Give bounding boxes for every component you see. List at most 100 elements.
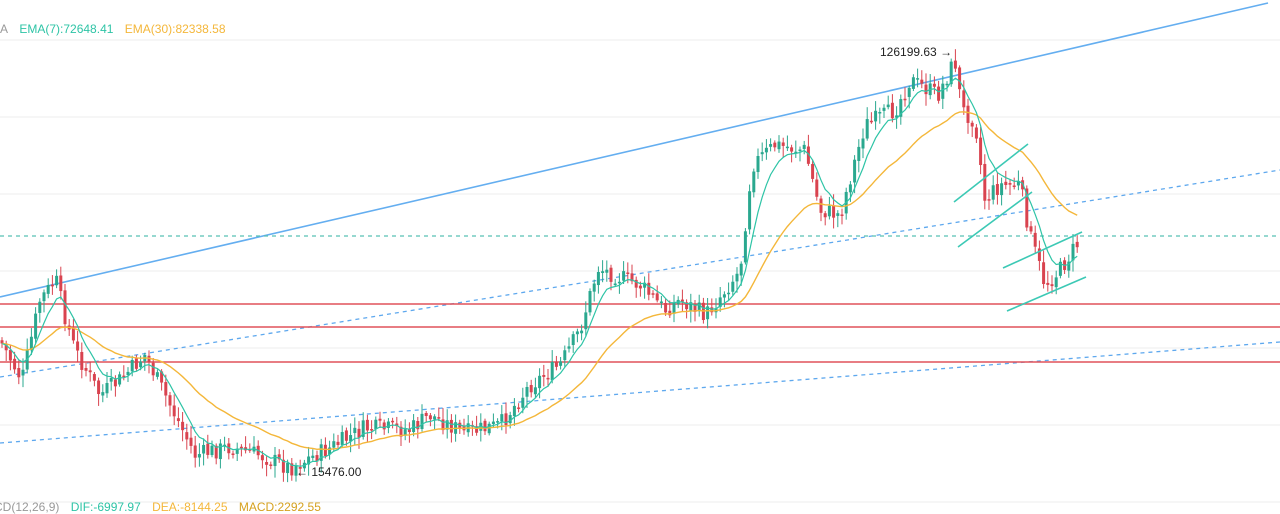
candle-body [991, 185, 995, 200]
candle-body [84, 368, 88, 371]
candle-body [563, 350, 567, 361]
candle-body [273, 454, 277, 467]
candle-body [336, 441, 340, 445]
candle-body [391, 420, 395, 423]
candle-body [878, 111, 882, 114]
candle-body [193, 445, 197, 458]
candle-body [294, 466, 298, 476]
candle-body [895, 115, 899, 118]
ema-lines [1, 77, 1078, 467]
candle-body [311, 455, 315, 458]
candle-body [886, 104, 890, 108]
dif-label: DIF:-6997.97 [70, 500, 141, 514]
candle-body [764, 147, 768, 153]
lower-dashed-trendline [0, 341, 1280, 444]
candle-body [861, 138, 865, 149]
candle-body [101, 392, 105, 396]
candle-body [319, 444, 323, 461]
candle-body [109, 378, 113, 382]
candle-body [727, 292, 731, 295]
candle-body [126, 371, 130, 376]
candle-body [239, 446, 243, 449]
candle-body [974, 127, 978, 139]
candle-body [840, 214, 844, 216]
candle-body [874, 110, 878, 122]
candle-body [139, 361, 143, 368]
candle-body [659, 301, 663, 303]
candle-body [71, 328, 75, 341]
candle-body [680, 299, 684, 302]
candle-body [332, 441, 336, 448]
candle-body [176, 418, 180, 422]
candle-body [416, 421, 420, 430]
candle-body [802, 144, 806, 149]
candle-body [815, 179, 819, 197]
candle-body [134, 358, 138, 369]
candle-body [781, 142, 785, 146]
candle-body [374, 419, 378, 429]
candle-body [1058, 261, 1062, 276]
candle-body [823, 213, 827, 218]
candle-body [433, 416, 437, 420]
candle-body [848, 184, 852, 193]
high-price-label: 126199.63 → [880, 45, 952, 59]
candle-body [819, 198, 823, 213]
candle-body [1000, 183, 1004, 196]
candle-body [760, 152, 764, 155]
macd-legend: CD(12,26,9) DIF:-6997.97 DEA:-8144.25 MA… [0, 500, 329, 514]
candle-body [777, 141, 781, 150]
candle-body [420, 413, 424, 430]
candle-body [970, 122, 974, 127]
candle-body [0, 340, 4, 344]
candle-body [189, 437, 193, 446]
candle-body [958, 67, 962, 90]
candle-body [1071, 243, 1075, 261]
candle-body [1029, 226, 1033, 232]
candle-body [298, 466, 302, 469]
candle-body [630, 273, 634, 282]
candle-body [882, 107, 886, 111]
candle-body [8, 349, 12, 361]
candle-body [210, 445, 214, 456]
candle-body [609, 267, 613, 282]
macd-label: MACD:2292.55 [238, 500, 321, 514]
candle-body [4, 343, 8, 351]
candle-body [995, 184, 999, 195]
candle-body [966, 105, 970, 123]
candle-body [307, 456, 311, 465]
candle-body [370, 429, 374, 431]
candle-body [290, 463, 294, 476]
candle-body [953, 60, 957, 69]
candle-body [63, 290, 67, 325]
ema7-line [1, 77, 1078, 467]
candle-body [827, 205, 831, 217]
candle-body [836, 213, 840, 216]
candle-body [424, 412, 428, 417]
candle-body [722, 294, 726, 298]
candle-body [357, 428, 361, 438]
candle-body [17, 368, 21, 378]
candle-body [147, 355, 151, 363]
candle-body [181, 421, 185, 431]
candle-body [651, 293, 655, 295]
candle-body [340, 432, 344, 445]
candle-body [525, 386, 529, 397]
candle-body [1033, 232, 1037, 247]
candle-body [323, 444, 327, 456]
candle-body [941, 83, 945, 99]
candle-body [155, 372, 159, 377]
candle-body [932, 83, 936, 87]
candle-body [265, 462, 269, 465]
candle-body [80, 351, 84, 370]
candle-body [113, 379, 117, 387]
candle-body [554, 361, 558, 367]
candle-body [538, 375, 542, 389]
candle-body [743, 231, 747, 263]
grid-lines [0, 39, 1280, 503]
middle-dashed-trendline [0, 169, 1280, 378]
candle-body [672, 302, 676, 314]
candle-body [806, 146, 810, 164]
candle-body [517, 407, 521, 409]
candle-body [575, 331, 579, 335]
